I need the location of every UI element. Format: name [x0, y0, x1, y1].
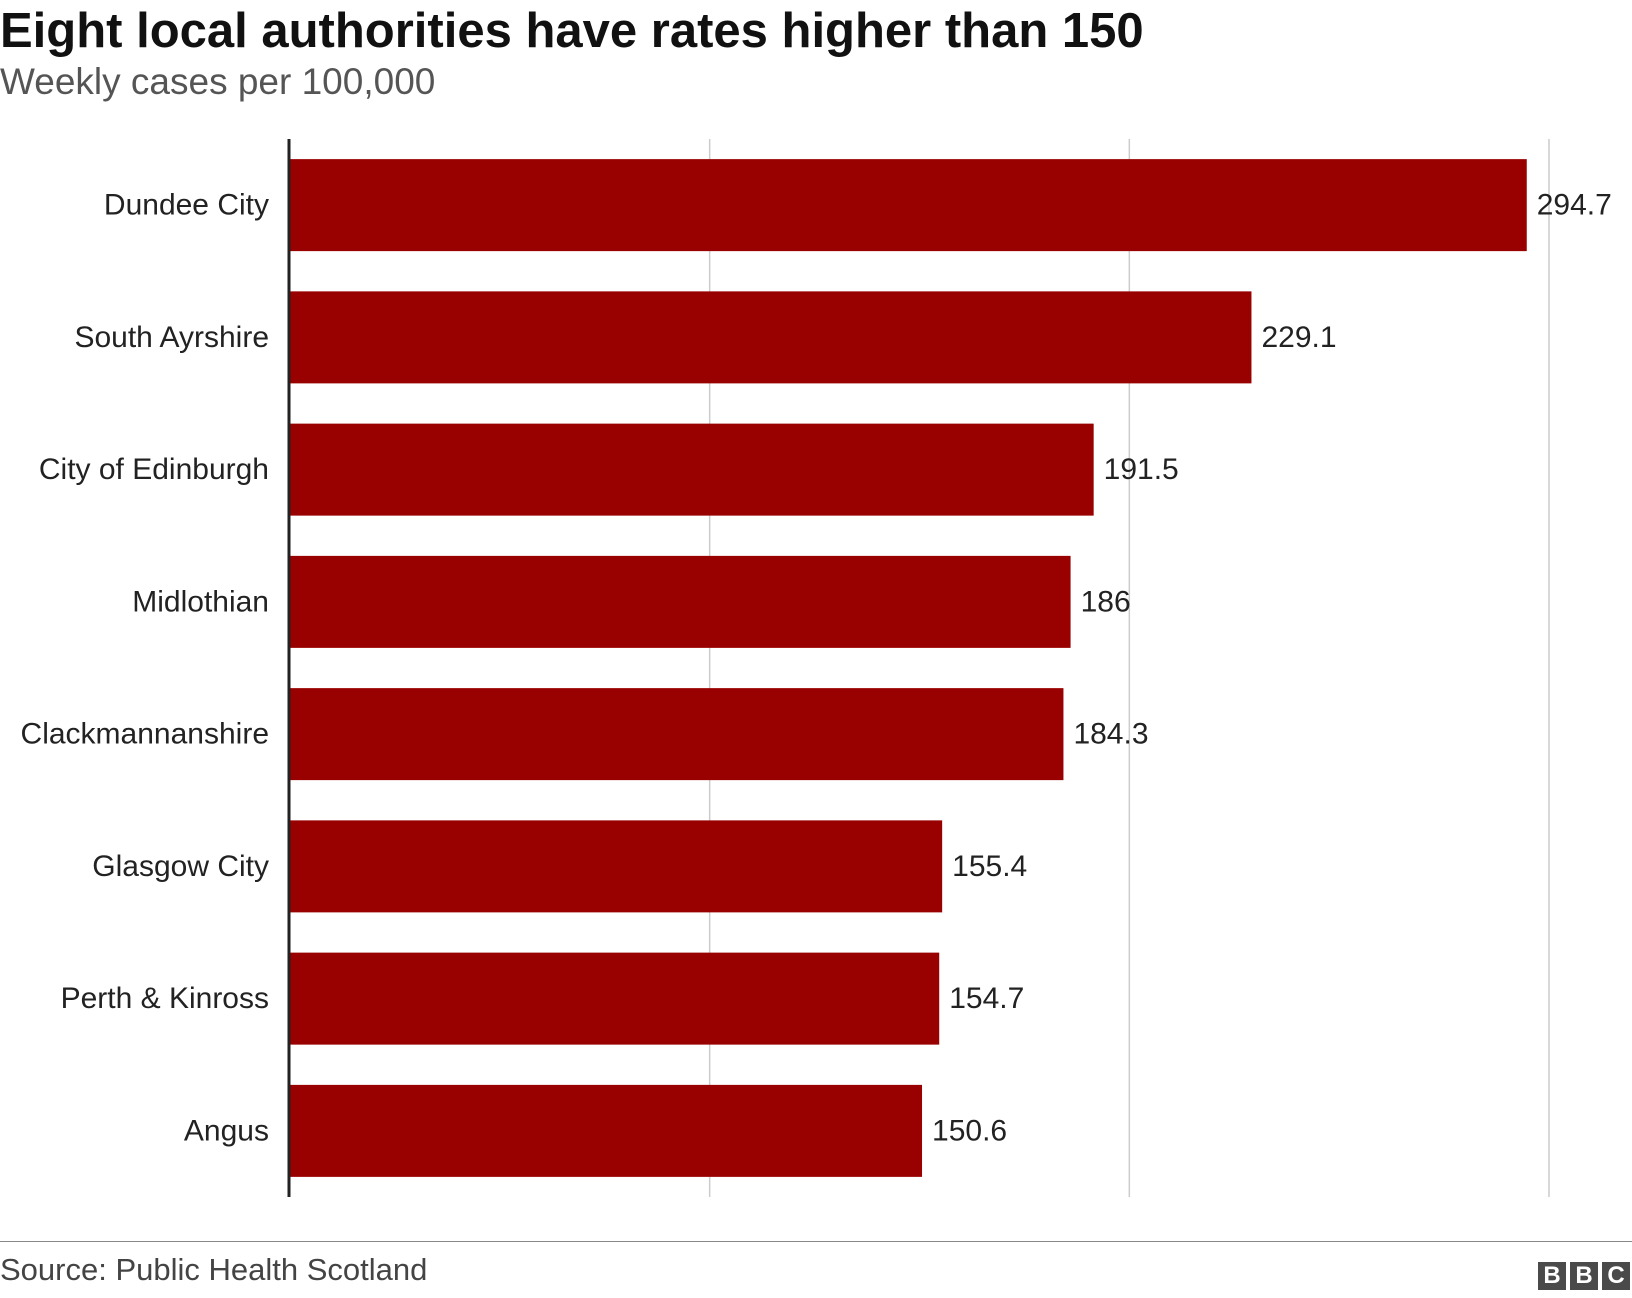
logo-letter-b1: B — [1538, 1262, 1566, 1290]
value-label-3: 186 — [1081, 585, 1131, 618]
value-label-0: 294.7 — [1537, 189, 1612, 222]
category-label-1: South Ayrshire — [74, 321, 269, 354]
bar-chart: Dundee City 294.7 South Ayrshire 229.1 City … — [21, 139, 1612, 1197]
bar-2 — [290, 423, 1094, 516]
category-label-0: Dundee City — [104, 189, 269, 222]
chart-subtitle: Weekly cases per 100,000 — [0, 61, 436, 102]
category-label-7: Angus — [184, 1114, 269, 1147]
category-label-5: Glasgow City — [92, 850, 269, 883]
logo-letter-b2: B — [1570, 1262, 1598, 1290]
value-label-4: 184.3 — [1073, 718, 1148, 751]
bar-4 — [290, 688, 1064, 781]
source-note: Source: Public Health Scotland — [0, 1252, 428, 1287]
value-label-5: 155.4 — [952, 850, 1027, 883]
footer-divider — [0, 1241, 1632, 1242]
logo-letter-c: C — [1602, 1262, 1630, 1290]
chart-title: Eight local authorities have rates highe… — [0, 4, 1144, 58]
value-label-1: 229.1 — [1261, 321, 1336, 354]
bar-0 — [290, 159, 1527, 252]
bar-1 — [290, 291, 1252, 384]
value-label-2: 191.5 — [1104, 453, 1179, 486]
bar-3 — [290, 555, 1071, 648]
category-label-2: City of Edinburgh — [39, 453, 269, 486]
category-label-4: Clackmannanshire — [21, 718, 269, 751]
value-label-7: 150.6 — [932, 1114, 1007, 1147]
bar-5 — [290, 820, 943, 913]
bbc-logo: B B C — [1538, 1262, 1630, 1290]
category-label-3: Midlothian — [132, 585, 269, 618]
bar-7 — [290, 1084, 923, 1177]
bar-6 — [290, 952, 940, 1045]
value-label-6: 154.7 — [949, 982, 1024, 1015]
category-label-6: Perth & Kinross — [61, 982, 269, 1015]
